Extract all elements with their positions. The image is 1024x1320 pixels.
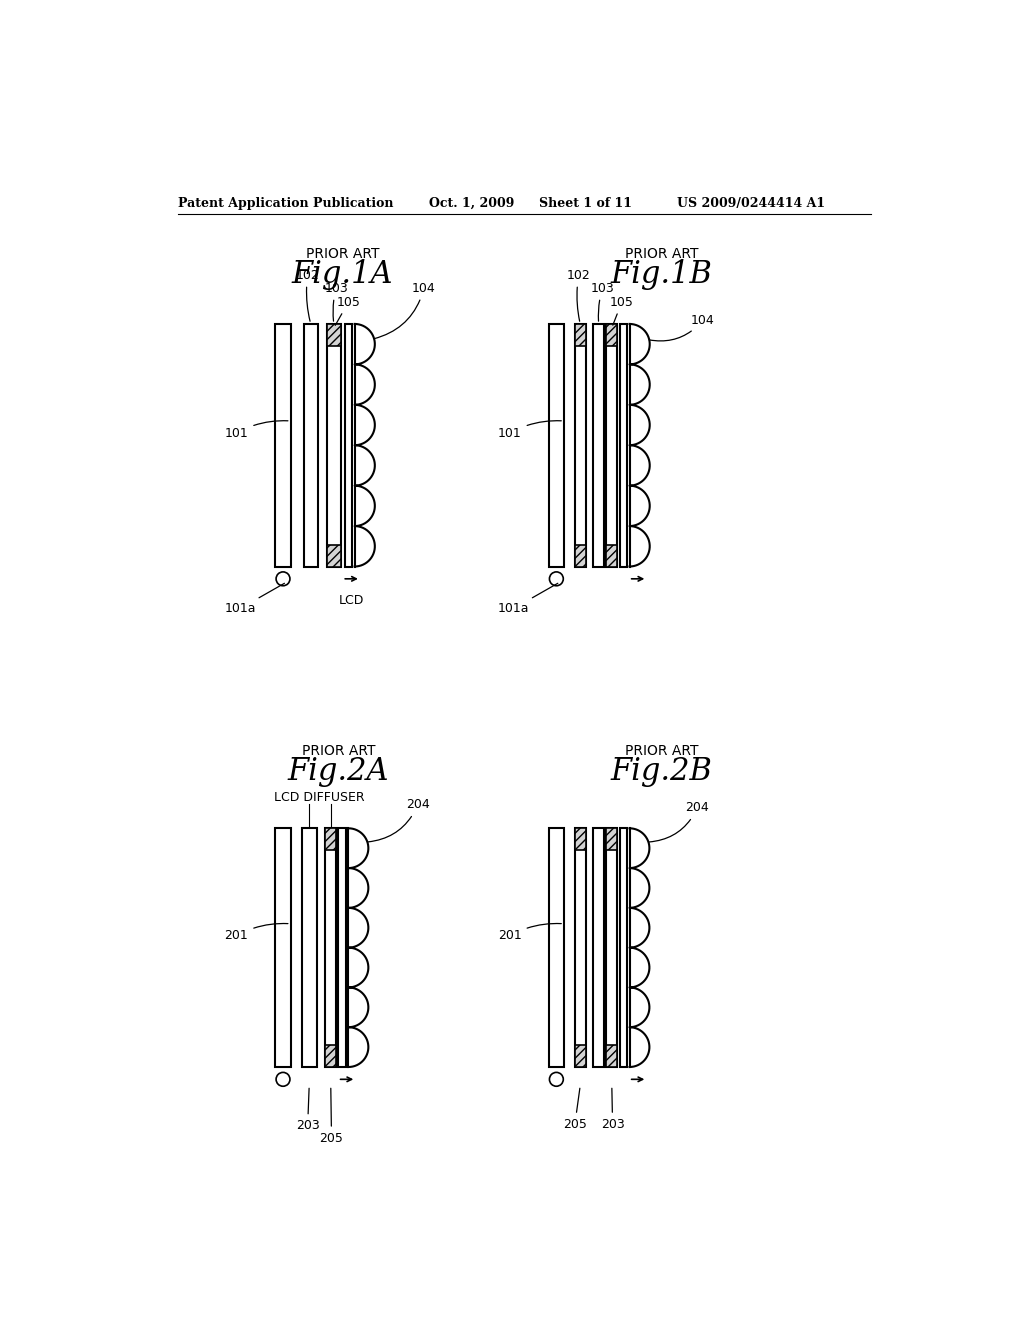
Text: Oct. 1, 2009: Oct. 1, 2009 xyxy=(429,197,515,210)
Text: Sheet 1 of 11: Sheet 1 of 11 xyxy=(539,197,632,210)
Bar xyxy=(326,829,336,850)
Text: 102: 102 xyxy=(296,268,319,321)
Text: 105: 105 xyxy=(610,296,634,325)
Text: 102: 102 xyxy=(567,268,591,321)
Bar xyxy=(606,829,617,850)
Text: 105: 105 xyxy=(335,296,360,326)
Text: 101: 101 xyxy=(498,421,561,440)
Text: LCD: LCD xyxy=(339,594,365,607)
Text: 205: 205 xyxy=(319,1088,343,1144)
Bar xyxy=(549,323,564,566)
Bar xyxy=(593,829,604,1067)
Text: 101: 101 xyxy=(224,421,288,440)
Text: Patent Application Publication: Patent Application Publication xyxy=(178,197,394,210)
Text: Fig.1A: Fig.1A xyxy=(292,259,393,289)
Bar xyxy=(574,1045,586,1067)
Bar xyxy=(574,323,586,566)
Text: PRIOR ART: PRIOR ART xyxy=(302,743,375,758)
Text: 104: 104 xyxy=(374,281,436,339)
Text: LCD DIFFUSER: LCD DIFFUSER xyxy=(273,791,365,804)
Bar xyxy=(574,829,586,1067)
Bar xyxy=(327,545,341,566)
Text: 103: 103 xyxy=(325,281,348,321)
Text: 204: 204 xyxy=(369,799,430,842)
Bar xyxy=(275,829,291,1067)
Bar xyxy=(574,829,586,850)
Text: PRIOR ART: PRIOR ART xyxy=(305,247,379,261)
Text: Fig.1B: Fig.1B xyxy=(611,259,713,289)
Bar xyxy=(275,323,291,566)
Bar xyxy=(606,323,617,566)
Bar xyxy=(606,1045,617,1067)
Text: PRIOR ART: PRIOR ART xyxy=(625,743,698,758)
Bar xyxy=(574,323,586,346)
Bar xyxy=(326,829,336,1067)
Text: 201: 201 xyxy=(498,924,561,942)
Bar xyxy=(606,829,617,1067)
Text: PRIOR ART: PRIOR ART xyxy=(625,247,698,261)
Bar xyxy=(606,545,617,566)
Bar xyxy=(620,323,628,566)
Bar xyxy=(549,829,564,1067)
Text: 203: 203 xyxy=(296,1088,319,1133)
Text: 101a: 101a xyxy=(224,583,285,615)
Text: 101a: 101a xyxy=(498,583,558,615)
Bar xyxy=(593,323,604,566)
Text: 201: 201 xyxy=(224,924,288,942)
Text: 104: 104 xyxy=(649,314,715,341)
Bar xyxy=(326,1045,336,1067)
Bar xyxy=(620,829,628,1067)
Bar xyxy=(339,829,346,1067)
Bar xyxy=(574,545,586,566)
Bar xyxy=(327,323,341,346)
Bar xyxy=(304,323,317,566)
Text: Fig.2B: Fig.2B xyxy=(611,756,713,787)
Bar xyxy=(327,323,341,566)
Text: US 2009/0244414 A1: US 2009/0244414 A1 xyxy=(677,197,825,210)
Text: 203: 203 xyxy=(601,1088,625,1131)
Bar xyxy=(606,323,617,346)
Text: 204: 204 xyxy=(649,801,710,842)
Text: 205: 205 xyxy=(563,1088,587,1131)
Text: 103: 103 xyxy=(591,281,614,321)
Bar xyxy=(301,829,316,1067)
Bar xyxy=(345,323,352,566)
Text: Fig.2A: Fig.2A xyxy=(288,756,389,787)
